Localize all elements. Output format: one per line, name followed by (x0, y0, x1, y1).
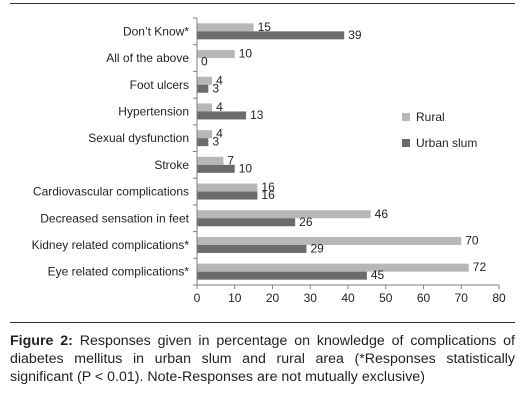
category-label: Cardiovascular complications (33, 185, 189, 199)
bar-chart: Don’t Know* 15 39 All of the above 10 0 Foot u… (32, 17, 506, 305)
data-label: 7 (227, 153, 234, 167)
data-label: 10 (239, 161, 253, 175)
bar-rural (197, 263, 469, 272)
data-label: 70 (465, 233, 479, 247)
legend-item: Urban slum (402, 134, 477, 152)
category-label: Eye related complications* (48, 265, 190, 279)
data-label: 3 (212, 135, 219, 149)
data-label: 26 (299, 215, 313, 229)
bar-urban-slum (197, 244, 307, 253)
data-label: 0 (201, 55, 208, 69)
x-tick-label: 30 (304, 291, 318, 305)
caption-border (10, 322, 515, 323)
data-label: 10 (239, 47, 253, 61)
bar-urban-slum (197, 31, 345, 40)
category-label: Hypertension (118, 104, 189, 118)
bar-rural (197, 236, 462, 245)
category-label: Sexual dysfunction (88, 131, 189, 145)
bar-rural (197, 210, 371, 219)
category-label: Stroke (154, 158, 189, 172)
top-border (10, 3, 515, 4)
data-label: 4 (216, 73, 223, 87)
legend-swatch (402, 139, 410, 147)
bar-urban-slum (197, 138, 209, 147)
data-label: 3 (212, 81, 219, 95)
legend-item: Rural (402, 108, 477, 126)
bar-urban-slum (197, 271, 367, 280)
figure-caption: Figure 2: Responses given in percentage … (10, 332, 515, 386)
bar-rural (197, 130, 213, 139)
x-tick-label: 10 (228, 291, 242, 305)
bar-urban-slum (197, 84, 209, 93)
bar-urban-slum (197, 111, 247, 120)
bar-rural (197, 183, 258, 192)
legend: Rural Urban slum (402, 108, 477, 160)
legend-label: Urban slum (416, 136, 478, 150)
bar-rural (197, 156, 224, 165)
x-tick-label: 0 (194, 291, 201, 305)
legend-label: Rural (416, 110, 445, 124)
data-label: 15 (258, 20, 272, 34)
data-label: 72 (473, 260, 487, 274)
x-tick-label: 70 (455, 291, 469, 305)
caption-text: Responses given in percentage on knowled… (10, 333, 515, 385)
bar-rural (197, 103, 213, 112)
data-label: 45 (371, 268, 385, 282)
data-label: 16 (261, 188, 275, 202)
bar-rural (197, 50, 235, 59)
data-label: 39 (348, 28, 362, 42)
caption-label: Figure 2: (10, 333, 73, 349)
data-label: 46 (375, 207, 389, 221)
bar-urban-slum (197, 218, 296, 227)
bar-urban-slum (197, 164, 235, 173)
data-label: 4 (216, 100, 223, 114)
x-tick-label: 40 (341, 291, 355, 305)
data-label: 4 (216, 127, 223, 141)
x-tick-label: 20 (266, 291, 280, 305)
data-label: 29 (310, 241, 324, 255)
x-tick-label: 80 (492, 291, 506, 305)
legend-swatch (402, 113, 410, 121)
category-label: Kidney related complications* (32, 238, 190, 252)
data-label: 16 (261, 180, 275, 194)
x-tick-label: 60 (417, 291, 431, 305)
data-label: 13 (250, 108, 264, 122)
bar-rural (197, 76, 213, 85)
category-label: Don’t Know* (123, 24, 189, 38)
bar-rural (197, 23, 254, 32)
category-label: Foot ulcers (130, 78, 189, 92)
category-label: All of the above (106, 51, 189, 65)
category-label: Decreased sensation in feet (40, 211, 189, 225)
x-tick-label: 50 (379, 291, 393, 305)
bar-urban-slum (197, 191, 258, 200)
